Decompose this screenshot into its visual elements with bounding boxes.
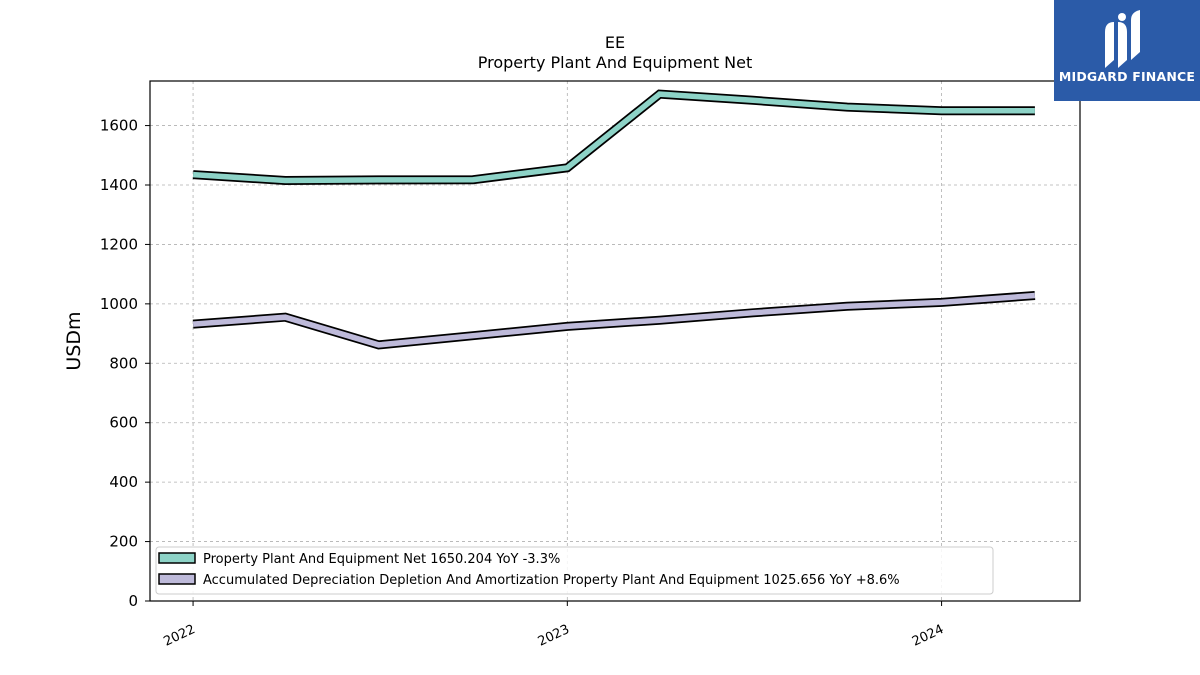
x-tick-label: 2022	[161, 622, 197, 650]
legend-label-accumulated-depreciation: Accumulated Depreciation Depletion And A…	[203, 573, 900, 588]
series-group	[192, 89, 1036, 350]
y-tick-label: 0	[128, 592, 138, 610]
midgard-logo-icon	[1105, 10, 1140, 68]
x-tick-label: 2023	[536, 622, 572, 650]
legend-swatch-ppe-net	[158, 552, 196, 564]
y-tick-label: 1000	[100, 295, 138, 313]
legend: Property Plant And Equipment Net 1650.20…	[155, 546, 994, 595]
chart-title: EE	[605, 33, 625, 52]
logo-text: MIDGARD FINANCE	[1058, 69, 1196, 84]
y-tick-label: 1600	[100, 117, 138, 135]
plot-frame	[149, 80, 1081, 602]
legend-swatch-accumulated-depreciation	[158, 573, 196, 585]
x-tick-label: 2024	[910, 622, 946, 650]
midgard-finance-logo: MIDGARD FINANCE	[1054, 0, 1200, 101]
series-line-0	[192, 91, 1035, 184]
y-tick-label: 600	[109, 414, 138, 432]
y-tick-label: 200	[109, 533, 138, 551]
chart-subtitle: Property Plant And Equipment Net	[478, 53, 753, 72]
grid	[150, 81, 1080, 601]
series-line-1	[192, 292, 1036, 348]
y-tick-label: 1400	[100, 176, 138, 194]
legend-box	[155, 546, 994, 595]
y-tick-label: 400	[109, 473, 138, 491]
y-tick-label: 800	[109, 354, 138, 372]
y-axis-label: USDm	[63, 311, 85, 370]
legend-label-ppe-net: Property Plant And Equipment Net 1650.20…	[203, 552, 560, 567]
y-tick-label: 1200	[100, 235, 138, 253]
